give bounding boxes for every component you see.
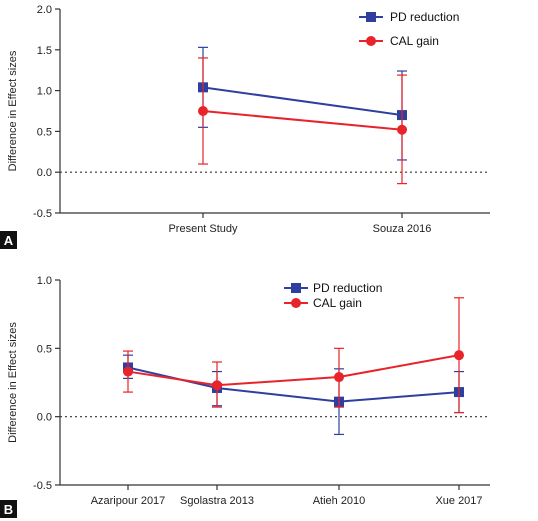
panel-letter: B — [4, 502, 13, 517]
series-line — [127, 354, 460, 387]
panel-letter-badge — [0, 500, 17, 518]
y-tick-label: 0.5 — [37, 343, 52, 355]
legend-marker-square — [366, 12, 376, 22]
series-line — [127, 366, 460, 403]
legend-label: CAL gain — [313, 296, 362, 310]
x-tick-label: Azaripour 2017 — [91, 495, 166, 507]
y-tick-label: 0.5 — [37, 126, 52, 138]
x-tick-label: Souza 2016 — [373, 223, 432, 235]
panel-letter-badge — [0, 231, 17, 249]
series-line — [202, 86, 403, 117]
panel-a: -0.5 0.0 0.5 1.0 1.5 2.0 Present Study Souza 20… — [0, 4, 490, 249]
y-tick-label: 0.0 — [37, 167, 52, 179]
legend-marker-circle — [366, 36, 376, 46]
legend-label: CAL gain — [390, 34, 439, 48]
panel-letter: A — [4, 233, 14, 248]
data-point-circle — [334, 372, 344, 383]
x-tick-label: Atieh 2010 — [313, 495, 366, 507]
y-tick-label: -0.5 — [33, 208, 52, 220]
legend-marker-square — [291, 283, 301, 293]
panel-b: -0.5 0.0 0.5 1.0 Azaripour 2017 Sgolastra 201… — [0, 275, 490, 518]
y-tick-label: 0.0 — [37, 412, 52, 424]
data-point-circle — [198, 106, 208, 116]
y-axis-title: Difference in Effect sizes — [7, 50, 19, 171]
y-tick-label: 1.5 — [37, 45, 52, 57]
x-tick-label: Sgolastra 2013 — [180, 495, 254, 507]
data-point-circle — [212, 380, 222, 391]
data-point-circle — [454, 350, 464, 361]
legend-label: PD reduction — [390, 10, 459, 24]
y-tick-label: 1.0 — [37, 86, 52, 98]
legend-marker-circle — [291, 298, 301, 308]
y-tick-label: 1.0 — [37, 275, 52, 287]
data-point-circle — [397, 124, 407, 135]
x-tick-label: Present Study — [168, 223, 238, 235]
x-tick-label: Xue 2017 — [435, 495, 482, 507]
y-tick-label: 2.0 — [37, 4, 52, 16]
data-point-circle — [123, 366, 133, 377]
y-axis-title: Difference in Effect sizes — [7, 322, 19, 443]
legend-label: PD reduction — [313, 281, 382, 295]
y-tick-label: -0.5 — [33, 480, 52, 492]
series-line — [202, 110, 403, 131]
